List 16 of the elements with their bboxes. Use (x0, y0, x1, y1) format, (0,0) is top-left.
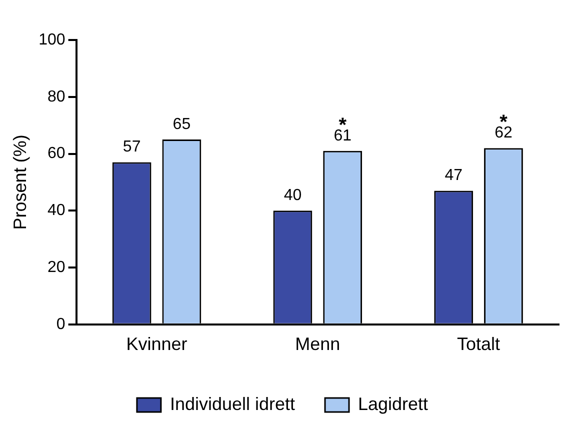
data-label: 57 (122, 138, 141, 156)
y-tick-label: 40 (48, 202, 66, 220)
y-tick-label: 80 (48, 88, 66, 106)
data-label: 47 (444, 167, 463, 184)
legend-label: Lagidrett (358, 394, 428, 414)
y-tick-label: 0 (56, 316, 66, 333)
y-tick-label: 60 (48, 145, 66, 162)
x-tick-label: Kvinner (126, 334, 188, 354)
y-tick-label: 20 (48, 258, 66, 276)
x-tick-label: Totalt (457, 334, 500, 354)
x-tick-label: Menn (295, 334, 340, 354)
data-label: 40 (284, 187, 302, 204)
y-axis-title: Prosent (%) (10, 134, 30, 230)
y-tick-label: 100 (38, 31, 66, 48)
legend-label: Individuell idrett (170, 394, 296, 414)
data-label: 65 (172, 116, 191, 133)
